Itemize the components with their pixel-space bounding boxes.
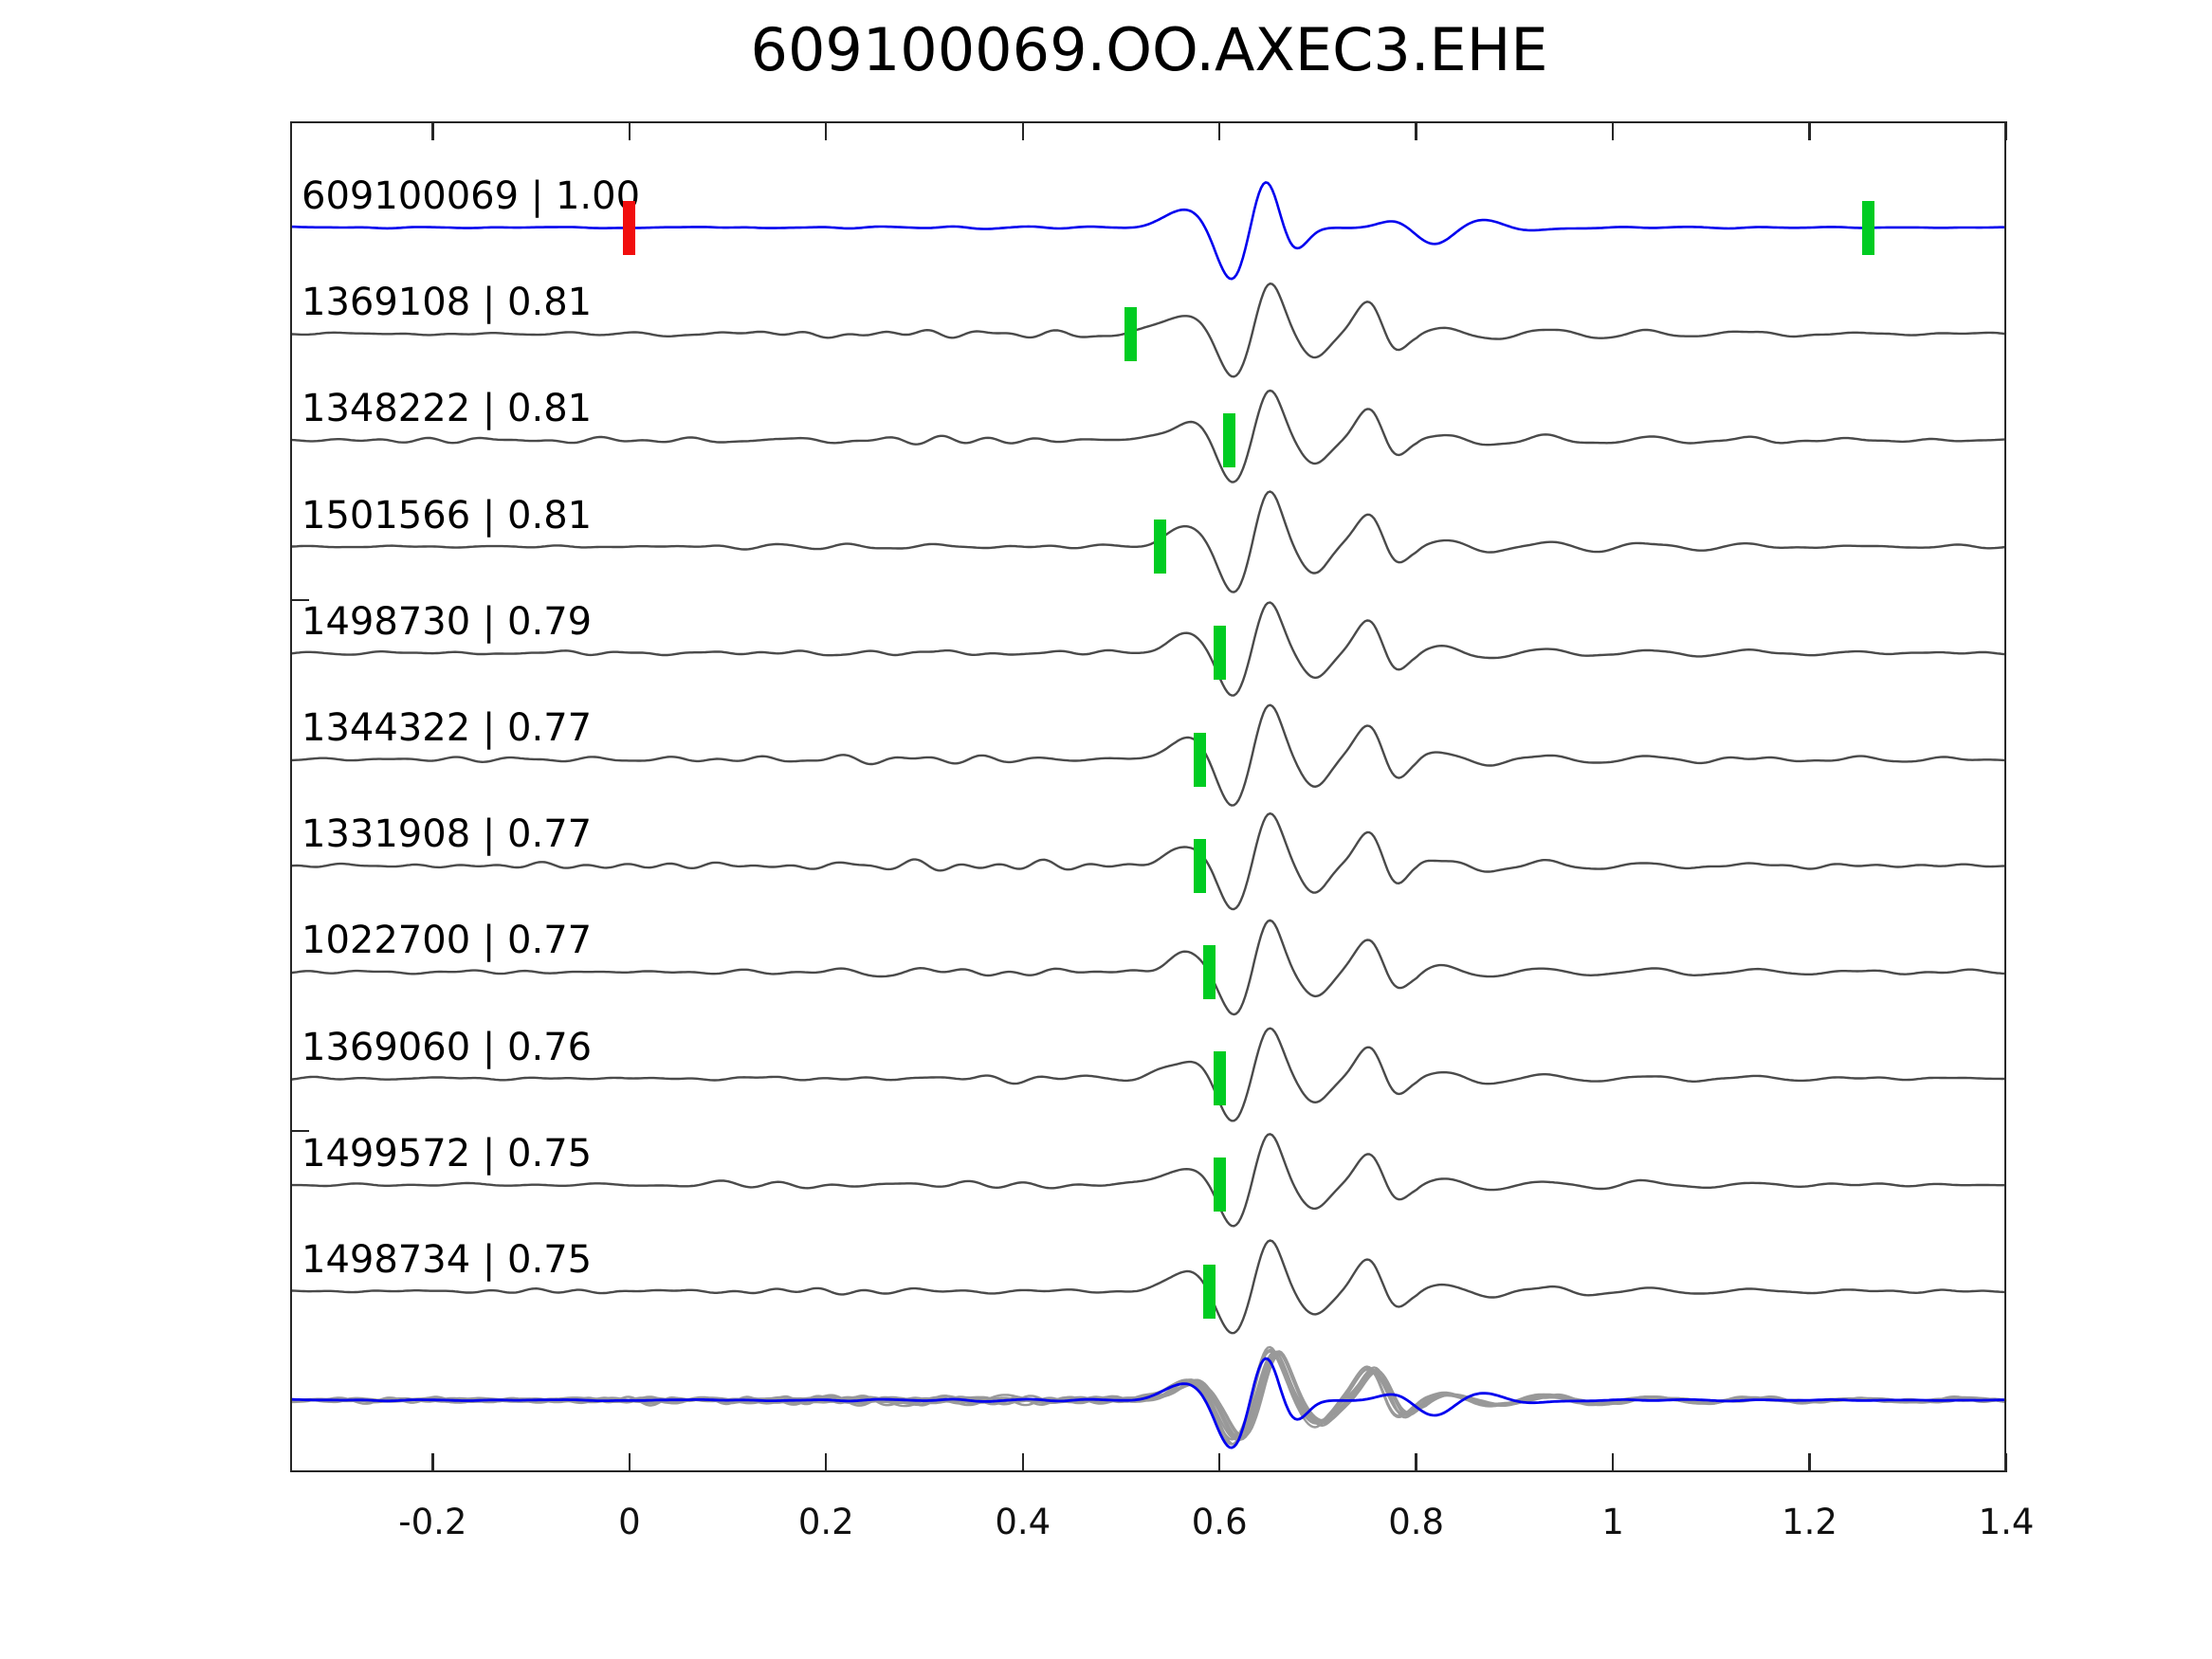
trace-label-1498734: 1498734 | 0.75 <box>302 1238 593 1282</box>
x-tick-bottom-1.2 <box>1808 1453 1811 1472</box>
x-tick-bottom-0 <box>628 1453 631 1472</box>
waveform-trace-1369108 <box>289 283 2007 378</box>
trace-label-1369060: 1369060 | 0.76 <box>302 1025 593 1069</box>
trace-label-609100069: 609100069 | 1.00 <box>302 174 641 218</box>
waveform-trace-1369060 <box>289 1027 2007 1122</box>
trace-label-1344322: 1344322 | 0.77 <box>302 706 593 750</box>
y-tick-0 <box>290 598 309 602</box>
x-tick-top-0.4 <box>1021 121 1024 140</box>
pick-marker-1498730 <box>1213 626 1226 681</box>
x-tick-bottom-0.2 <box>825 1453 828 1472</box>
x-tick-bottom-0.6 <box>1218 1453 1221 1472</box>
x-tick-top-0 <box>628 121 631 140</box>
pick-marker-1499572 <box>1213 1158 1226 1212</box>
pick-marker-1501566 <box>1154 520 1167 574</box>
waveform-trace-1498730 <box>289 601 2007 697</box>
x-tick-top-1 <box>1611 121 1615 140</box>
trace-label-1501566: 1501566 | 0.81 <box>302 493 593 538</box>
x-tick-top-0.8 <box>1415 121 1417 140</box>
x-tick-label: 1.2 <box>1782 1502 1837 1542</box>
x-tick-top-1.4 <box>2004 121 2008 140</box>
x-tick-label: 0.4 <box>995 1502 1051 1542</box>
trace-label-1348222: 1348222 | 0.81 <box>302 387 593 431</box>
x-tick-bottom--0.2 <box>431 1453 434 1472</box>
x-tick-bottom-1 <box>1611 1453 1615 1472</box>
x-tick-label: 1.4 <box>1978 1502 2035 1542</box>
x-tick-top-0.6 <box>1218 121 1221 140</box>
x-tick-bottom-0.8 <box>1415 1453 1417 1472</box>
x-tick-bottom-0.4 <box>1021 1453 1024 1472</box>
trace-label-1499572: 1499572 | 0.75 <box>302 1131 593 1176</box>
y-tick-1 <box>290 1129 309 1133</box>
zero-lag-marker-609100069 <box>623 200 636 255</box>
pick-marker-1348222 <box>1223 412 1236 467</box>
trace-label-1498730: 1498730 | 0.79 <box>302 599 593 644</box>
pick-marker-1022700 <box>1203 944 1216 999</box>
trace-label-1369108: 1369108 | 0.81 <box>302 281 593 325</box>
x-tick-label: 0.6 <box>1191 1502 1248 1542</box>
waveform-trace-1022700 <box>289 919 2007 1016</box>
plot-border <box>290 121 2006 1472</box>
pick-marker-1369060 <box>1213 1051 1226 1106</box>
waveform-trace-1498734 <box>290 1239 2006 1335</box>
waveform-trace-1501566 <box>289 490 2007 593</box>
figure-title: 609100069.OO.AXEC3.EHE <box>750 15 1548 84</box>
pick-marker-1369108 <box>1124 306 1138 361</box>
waveform-trace-1499572 <box>290 1133 2007 1228</box>
x-tick-bottom-1.4 <box>2004 1453 2008 1472</box>
x-tick-label: -0.2 <box>398 1502 467 1542</box>
x-tick-label: 0 <box>618 1502 641 1542</box>
overlay-reference-trace <box>290 1357 2006 1449</box>
pick-marker-609100069 <box>1862 200 1875 255</box>
x-tick-top--0.2 <box>431 121 434 140</box>
trace-label-1331908: 1331908 | 0.77 <box>302 812 593 857</box>
trace-label-1022700: 1022700 | 0.77 <box>302 919 593 963</box>
x-tick-label: 0.2 <box>797 1502 854 1542</box>
waveform-trace-1331908 <box>289 811 2006 911</box>
x-tick-label: 0.8 <box>1388 1502 1445 1542</box>
pick-marker-1331908 <box>1193 838 1206 893</box>
pick-marker-1498734 <box>1203 1264 1216 1319</box>
waveform-trace-609100069 <box>289 181 2006 281</box>
x-tick-top-0.2 <box>825 121 828 140</box>
x-tick-top-1.2 <box>1808 121 1811 140</box>
x-tick-label: 1 <box>1601 1502 1624 1542</box>
waveform-trace-1344322 <box>289 703 2007 807</box>
pick-marker-1344322 <box>1193 732 1206 787</box>
waveform-trace-1348222 <box>289 389 2007 483</box>
